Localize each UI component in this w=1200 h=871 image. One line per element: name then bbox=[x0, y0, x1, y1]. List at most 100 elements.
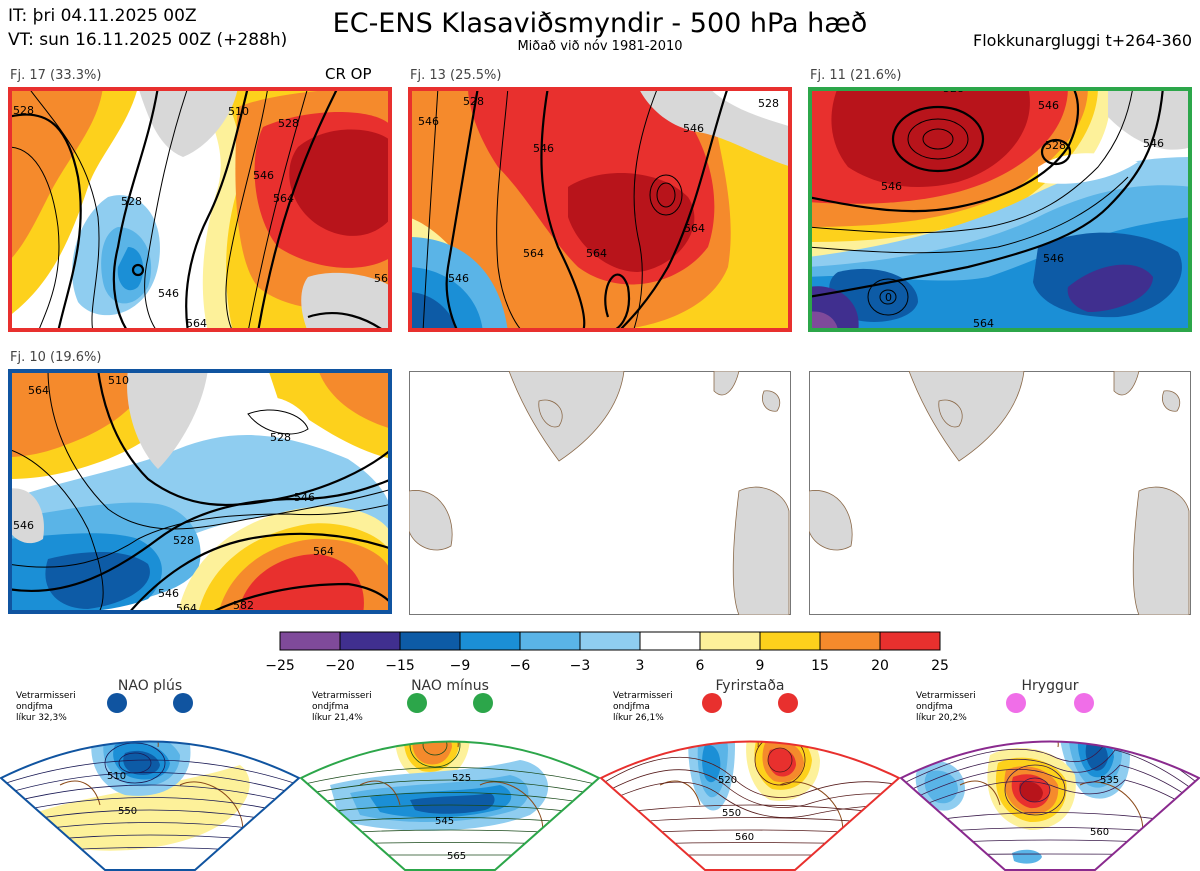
contour-label: 546 bbox=[1038, 99, 1059, 112]
contour-label: 546 bbox=[294, 491, 315, 504]
regime-map-blocking: 520 550 560 Fyrirstaða Vetrarmisseri ond… bbox=[600, 678, 900, 871]
field-darkred bbox=[831, 90, 1030, 187]
land bbox=[11, 488, 44, 544]
contour-label: 564 bbox=[186, 317, 207, 330]
contour-label: 564 bbox=[273, 192, 294, 205]
field-orange bbox=[11, 372, 157, 457]
field-orange bbox=[11, 90, 103, 259]
regime-map-nao-plus: 510 550 NAO plús Vetrarmisseri ondjfma l… bbox=[0, 678, 300, 871]
page-title: EC-ENS Klasaviðsmyndir - 500 hPa hæð bbox=[332, 8, 868, 39]
contour-label: 565 bbox=[447, 851, 466, 862]
field-white bbox=[711, 90, 789, 127]
regime-likelihood: líkur 32,3% bbox=[16, 713, 67, 723]
colorbar-cell bbox=[339, 631, 401, 651]
land bbox=[1108, 90, 1189, 150]
colorbar-tick: −3 bbox=[570, 658, 591, 674]
contour-label: 546 bbox=[418, 115, 439, 128]
colorbar-tick: 25 bbox=[931, 658, 949, 674]
contour-label: 564 bbox=[313, 545, 334, 558]
colorbar-tick: −6 bbox=[510, 658, 531, 674]
colorbar-tick: 20 bbox=[871, 658, 889, 674]
initial-time: IT: þri 04.11.2025 00Z bbox=[8, 6, 197, 26]
contour-label: 528 bbox=[278, 117, 299, 130]
regime-method: ondjfma bbox=[916, 702, 953, 712]
contour-label: 528 bbox=[1045, 139, 1066, 152]
field-darkred bbox=[289, 129, 389, 236]
contour-label: 545 bbox=[435, 816, 454, 827]
regime-season: Vetrarmisseri bbox=[312, 691, 372, 701]
contour-label: 546 bbox=[533, 142, 554, 155]
colorbar-tick: −15 bbox=[385, 658, 415, 674]
field-white bbox=[248, 396, 313, 435]
contour-label: 528 bbox=[270, 431, 291, 444]
cluster-map-2: 528 546 546 546 564 564 564 546 528 bbox=[408, 87, 792, 332]
contour-label: 546 bbox=[13, 519, 34, 532]
regime-marker-left bbox=[407, 693, 427, 713]
contour-label: 546 bbox=[253, 169, 274, 182]
contour-label: 510 bbox=[228, 105, 249, 118]
colorbar-cell bbox=[819, 631, 881, 651]
regime-season: Vetrarmisseri bbox=[613, 691, 673, 701]
field-purple bbox=[1067, 264, 1153, 312]
field-orange bbox=[319, 372, 389, 429]
contour-label: 528 bbox=[13, 104, 34, 117]
contour-label: 535 bbox=[1100, 775, 1119, 786]
colorbar-tick: 3 bbox=[636, 658, 645, 674]
cluster-label-1: Fj. 17 (33.3%) bbox=[10, 68, 102, 83]
cluster-label-2: Fj. 13 (25.5%) bbox=[410, 68, 502, 83]
regime-marker-right bbox=[778, 693, 798, 713]
colorbar-cell bbox=[879, 631, 941, 651]
land bbox=[301, 272, 389, 329]
cluster-map-empty-1 bbox=[409, 371, 791, 615]
colorbar-tick: −25 bbox=[265, 658, 295, 674]
regime-method: ondjfma bbox=[312, 702, 349, 712]
contour-label: 546 bbox=[1143, 137, 1164, 150]
regime-likelihood: líkur 20,2% bbox=[916, 713, 967, 723]
contour-label: 528 bbox=[758, 97, 779, 110]
contour-label: 528 bbox=[943, 87, 964, 95]
contour-label: 560 bbox=[735, 832, 754, 843]
colorbar-cell bbox=[519, 631, 581, 651]
colorbar-tick: 9 bbox=[756, 658, 765, 674]
regime-method: ondjfma bbox=[613, 702, 650, 712]
contour-label: 505 bbox=[1063, 724, 1082, 735]
contour-label: 510 bbox=[108, 374, 129, 387]
regime-title: NAO mínus bbox=[411, 678, 489, 694]
regime-marker-left bbox=[702, 693, 722, 713]
contour-label: 564 bbox=[684, 222, 705, 235]
contour-label: 0 bbox=[885, 291, 892, 304]
contour-label: 546 bbox=[158, 287, 179, 300]
contour-label: 520 bbox=[718, 775, 737, 786]
contour-label: 546 bbox=[683, 122, 704, 135]
regime-title: Hryggur bbox=[1022, 678, 1079, 694]
colorbar-tick: 15 bbox=[811, 658, 829, 674]
contour-label: 528 bbox=[121, 195, 142, 208]
field-red bbox=[238, 554, 364, 611]
regime-season: Vetrarmisseri bbox=[916, 691, 976, 701]
colorbar-tick: −20 bbox=[325, 658, 355, 674]
contour-label: 528 bbox=[173, 534, 194, 547]
colorbar-cell bbox=[579, 631, 641, 651]
field-white bbox=[1038, 153, 1138, 184]
regime-likelihood: líkur 26,1% bbox=[613, 713, 664, 723]
contour-label: 546 bbox=[158, 587, 179, 600]
colorbar-tick: 6 bbox=[696, 658, 705, 674]
colorbar-cell bbox=[399, 631, 461, 651]
regime-likelihood: líkur 21,4% bbox=[312, 713, 363, 723]
contour-label: 528 bbox=[463, 95, 484, 108]
cluster-map-1: 510 528 528 546 564 546 564 564 528 bbox=[8, 87, 392, 332]
contour-label: 564 bbox=[973, 317, 994, 330]
page-subtitle: Miðað við nóv 1981-2010 bbox=[517, 39, 683, 54]
colorbar-cell bbox=[699, 631, 761, 651]
regime-map-nao-minus: 525 545 565 NAO mínus Vetrarmisseri ondj… bbox=[300, 678, 600, 871]
colorbar-cell bbox=[759, 631, 821, 651]
cluster-label-4: Fj. 10 (19.6%) bbox=[10, 350, 102, 365]
regime-marker-left bbox=[107, 693, 127, 713]
contour-label: 564 bbox=[176, 602, 197, 614]
contour-label: 564 bbox=[523, 247, 544, 260]
valid-time: VT: sun 16.11.2025 00Z (+288h) bbox=[8, 30, 288, 50]
contour-label: 525 bbox=[452, 773, 471, 784]
cluster-label-3: Fj. 11 (21.6%) bbox=[810, 68, 902, 83]
colorbar: −25 −20 −15 −9 −6 −3 3 6 9 15 20 25 bbox=[265, 631, 949, 674]
contour-label: 550 bbox=[722, 808, 741, 819]
